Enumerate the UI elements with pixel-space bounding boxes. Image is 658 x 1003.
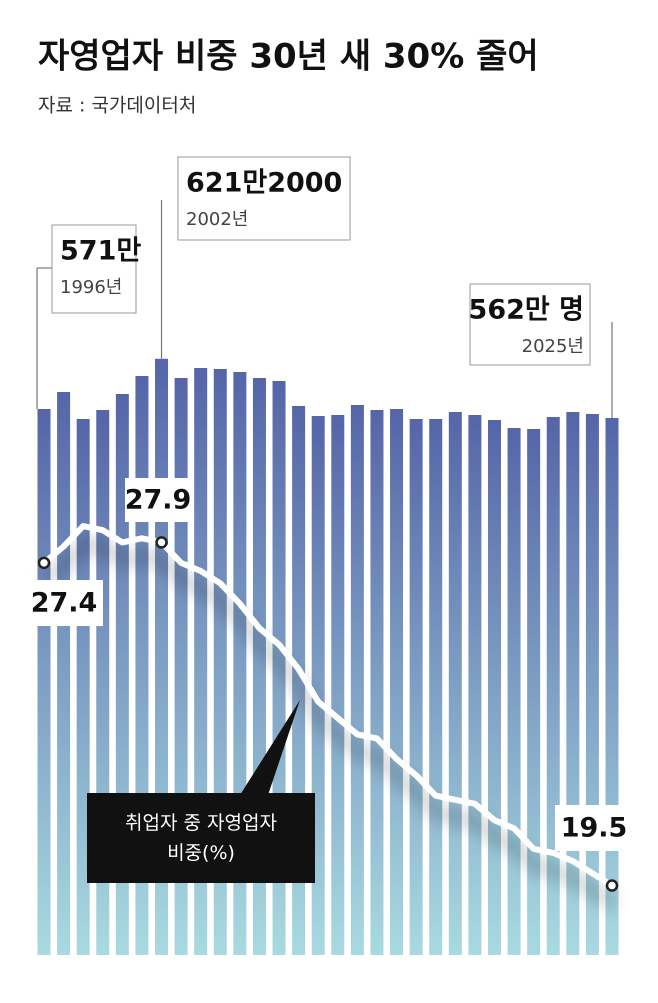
- bar: [390, 409, 404, 955]
- legend-label: 취업자 중 자영업자 비중(%): [125, 812, 277, 864]
- bar: [527, 429, 541, 955]
- line-label-box: [25, 580, 103, 626]
- line-label-box: [555, 805, 633, 851]
- x-tick-label: 2002년: [186, 209, 248, 230]
- bar: [605, 418, 619, 955]
- line-value-label: 27.4: [31, 588, 98, 619]
- share-line: [42, 523, 614, 889]
- callout-box: [51, 224, 137, 314]
- bar: [350, 405, 364, 955]
- bar: [487, 420, 501, 955]
- line-point: [605, 879, 619, 892]
- legend-box: 취업자 중 자영업자 비중(%): [87, 793, 315, 883]
- source: 자료 : 국가데이터처: [38, 95, 196, 117]
- line-label-box: [125, 478, 191, 522]
- x-tick-label: 2025년: [522, 336, 584, 357]
- bar: [566, 412, 580, 955]
- bar-value-label: 571만: [60, 236, 141, 267]
- bar: [331, 415, 345, 955]
- bar: [76, 419, 90, 955]
- legend-pointer: [240, 700, 300, 795]
- bar: [448, 412, 462, 955]
- chart-title: 자영업자 비중 30년 새 30% 줄어: [38, 37, 539, 77]
- line-value-label: 19.5: [561, 813, 628, 844]
- bar-value-label: 621만2000: [186, 168, 342, 199]
- callout-box: [469, 283, 591, 366]
- callout-box: [177, 156, 351, 241]
- bar-value-label: 562만 명: [469, 295, 584, 326]
- bar: [546, 417, 560, 955]
- bar: [409, 419, 423, 955]
- x-tick-label: 1996년: [60, 277, 122, 298]
- bar: [429, 419, 443, 955]
- bar: [37, 409, 51, 955]
- bar: [57, 392, 71, 955]
- bar: [507, 428, 521, 955]
- line-point: [37, 556, 51, 570]
- bar: [468, 415, 482, 955]
- bar: [370, 410, 384, 955]
- line-point: [155, 536, 168, 549]
- line-value-label: 27.9: [125, 485, 192, 516]
